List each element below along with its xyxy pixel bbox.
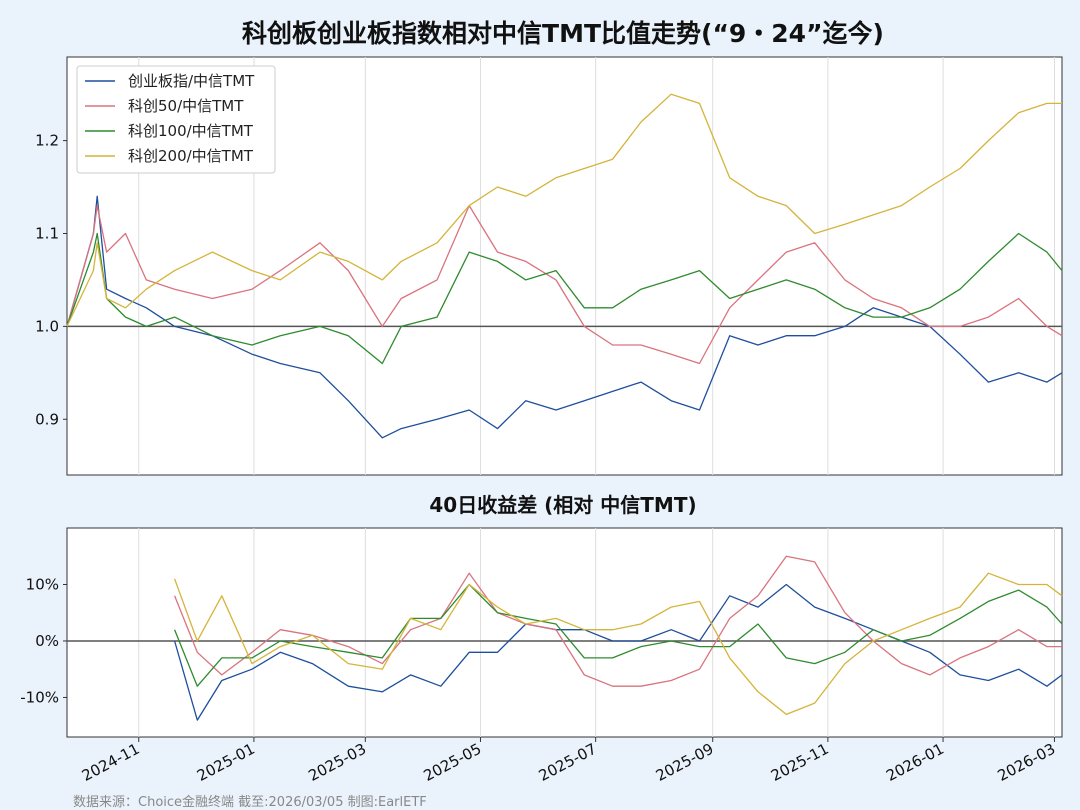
main-y-tick-labels: 0.9 1.0 1.1 1.2 [35,132,67,428]
sub-series-lines [67,555,1063,721]
y-tick-label: 1.1 [35,224,59,242]
x-tick-label: 2025-05 [421,740,485,785]
x-tick-label: 2025-01 [194,740,258,785]
legend-label: 科创200/中信TMT [128,147,254,165]
main-chart-title: 科创板创业板指数相对中信TMT比值走势(“9・24”迄今) [242,19,884,48]
y-tick-label: 0.9 [35,410,59,428]
x-tick-label: 2024-11 [79,740,143,785]
sub-chart-title: 40日收益差 (相对 中信TMT) [429,493,696,517]
legend-box [76,65,276,174]
x-tick-labels: 2024-11 2025-01 2025-03 2025-05 2025-07 2025-… [79,737,1059,785]
legend-label: 科创50/中信TMT [128,97,244,115]
source-note: 数据来源：Choice金融终端 截至:2026/03/05 制图:EarlETF [73,794,427,810]
x-tick-label: 2026-03 [995,740,1059,785]
series-line [66,232,1063,365]
y-tick-label: 10% [26,575,59,593]
main-series-lines [66,93,1063,439]
x-tick-label: 2025-03 [305,740,369,785]
series-line [173,555,1062,687]
series-line [173,572,1063,716]
series-line [66,204,1063,365]
sub-plot-area [66,527,1063,738]
series-line [173,583,1063,721]
sub-gridlines [138,528,1055,737]
legend-label: 科创100/中信TMT [128,122,254,140]
series-line [66,93,1062,327]
y-tick-label: 0% [35,632,59,650]
series-line [173,583,1063,687]
legend: 创业板指/中信TMT 科创50/中信TMT 科创100/中信TMT 科创200/中信T… [76,65,276,174]
x-tick-label: 2025-11 [768,740,832,785]
x-tick-label: 2025-07 [536,740,600,785]
y-tick-label: -10% [20,688,59,706]
x-tick-label: 2025-09 [653,740,717,785]
y-tick-label: 1.2 [35,132,59,150]
legend-label: 创业板指/中信TMT [128,72,255,90]
y-tick-label: 1.0 [35,317,59,335]
sub-y-tick-labels: 10% 0% -10% [20,575,67,706]
x-tick-label: 2026-01 [883,740,947,785]
